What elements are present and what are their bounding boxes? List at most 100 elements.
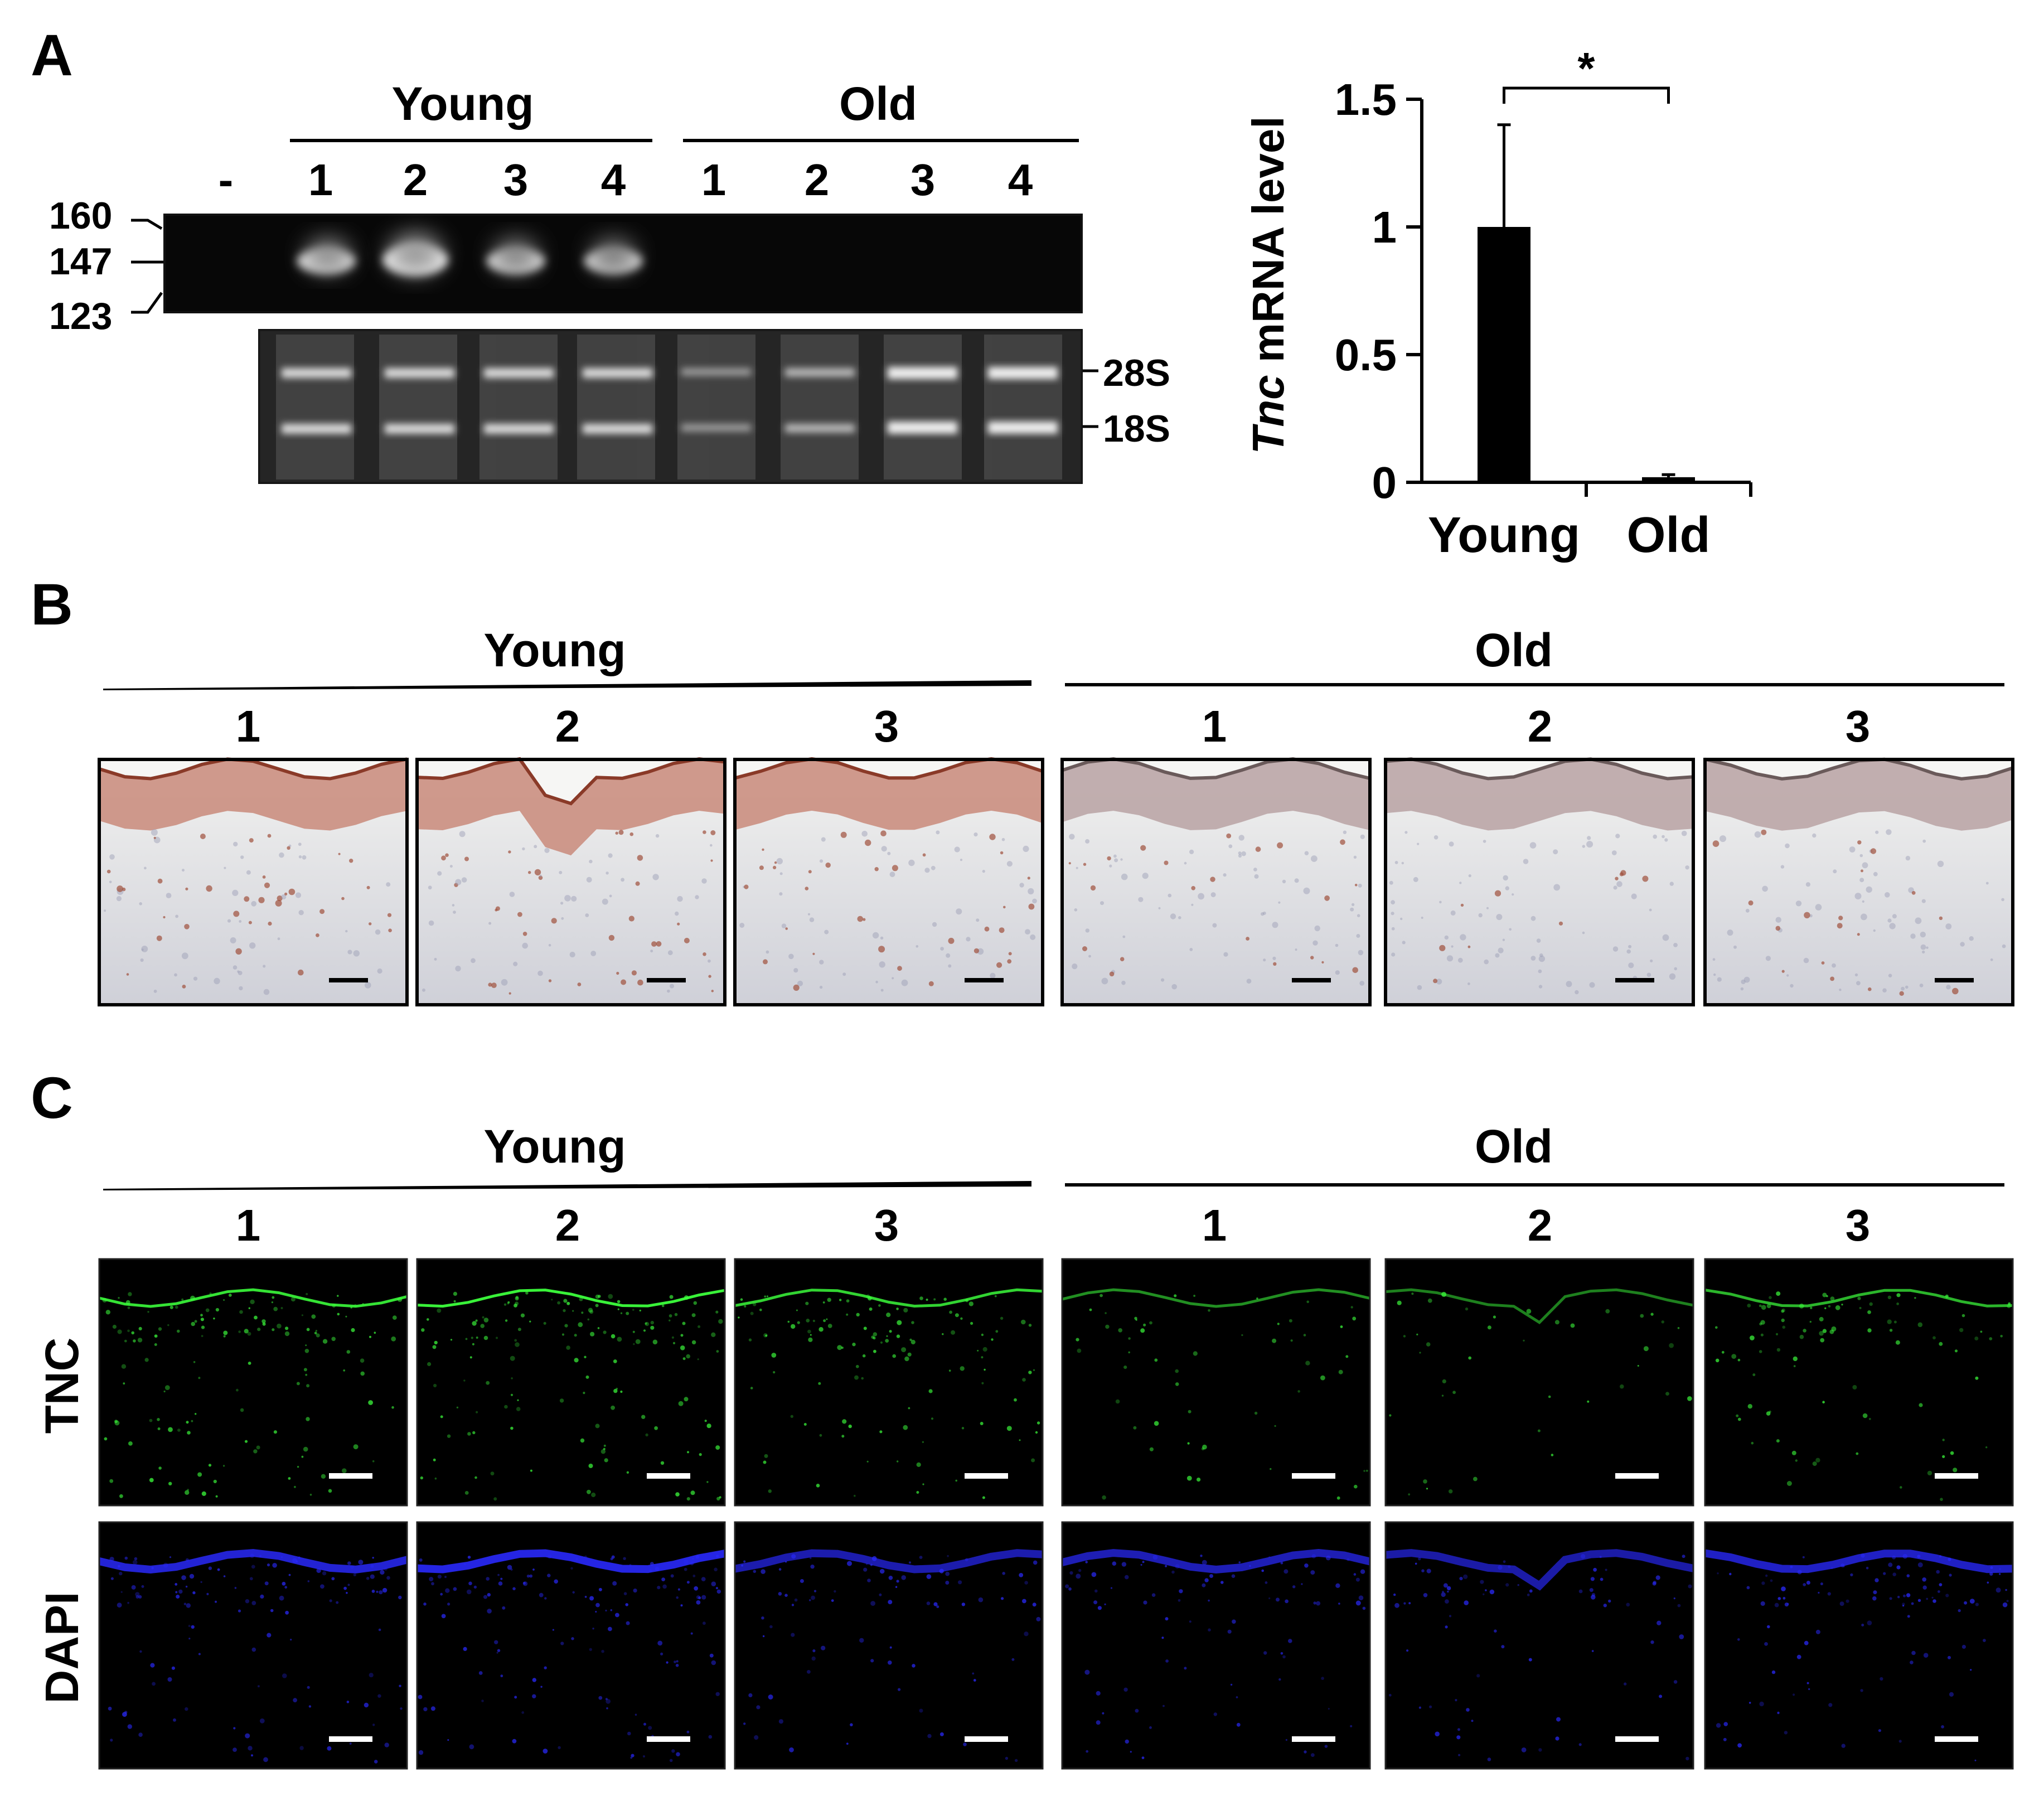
ihc-cell <box>1781 970 1785 973</box>
ihc-frame <box>1703 758 2014 1006</box>
if-signal <box>386 1576 390 1580</box>
if-frame <box>734 1521 1044 1770</box>
if-signal <box>778 1719 783 1724</box>
if-signal <box>1949 1573 1952 1577</box>
ihc-cell <box>703 952 706 956</box>
ihc-cell <box>1191 903 1194 906</box>
ihc-cell <box>1028 903 1035 910</box>
ihc-cell <box>375 929 381 935</box>
if-signal <box>598 1587 602 1591</box>
if-signal <box>1163 1705 1165 1707</box>
if-signal <box>613 1388 618 1393</box>
ihc-cell <box>1837 923 1843 929</box>
ihc-cell <box>1467 945 1471 948</box>
if-signal <box>306 1417 310 1421</box>
panel-letter-c: C <box>31 1066 73 1131</box>
if-signal <box>1995 1587 2001 1593</box>
ihc-cell <box>1450 910 1456 916</box>
ihc-cell <box>233 911 240 917</box>
if-signal <box>472 1343 475 1345</box>
if-signal <box>497 1649 501 1652</box>
if-signal <box>1441 1291 1447 1297</box>
if-signal <box>1076 1573 1081 1579</box>
if-signal <box>525 1291 529 1295</box>
ihc-cell <box>445 853 449 857</box>
ihc-cell <box>1553 884 1561 891</box>
scale-bar <box>1615 1473 1659 1479</box>
ihc-cell <box>590 951 597 956</box>
ihc-cell <box>1303 887 1310 894</box>
scale-bar <box>1935 1473 1978 1479</box>
ihc-cell <box>1681 830 1687 836</box>
if-signal <box>1445 1599 1449 1604</box>
if-signal <box>466 1589 472 1595</box>
if-signal <box>1950 1451 1954 1455</box>
ihc-cell <box>1882 988 1887 992</box>
if-signal <box>194 1320 197 1323</box>
if-signal <box>1193 1351 1198 1356</box>
if-signal <box>1326 1555 1331 1561</box>
if-signal <box>1249 1565 1251 1567</box>
ihc-cell <box>931 865 936 870</box>
ihc-cell <box>534 869 541 876</box>
if-signal <box>1600 1577 1604 1581</box>
ihc-cell <box>1109 864 1112 868</box>
if-frame <box>1061 1258 1371 1507</box>
if-signal <box>427 1318 429 1321</box>
if-signal <box>117 1329 122 1334</box>
if-signal <box>433 1458 436 1461</box>
if-signal <box>1078 1568 1082 1572</box>
ihc-cell <box>1090 885 1096 891</box>
ihc-cell <box>703 830 706 834</box>
if-signal <box>206 1592 209 1595</box>
if-signal <box>1869 1302 1873 1306</box>
ihc-cell <box>1433 835 1438 840</box>
if-signal <box>963 1742 967 1746</box>
if-signal <box>589 1596 594 1601</box>
if-signal <box>595 1602 600 1608</box>
if-signal <box>676 1596 679 1599</box>
if-signal <box>2008 1302 2011 1305</box>
ihc-cell <box>185 887 188 890</box>
if-signal <box>859 1638 864 1643</box>
if-signal <box>922 1441 924 1443</box>
ihc-cell <box>534 845 537 849</box>
ihc-cell <box>879 961 885 968</box>
if-signal <box>617 1300 621 1304</box>
if-signal <box>1435 1731 1440 1737</box>
if-signal <box>978 1597 984 1602</box>
if-signal <box>811 1595 815 1600</box>
if-signal <box>1867 1328 1872 1333</box>
if-signal <box>589 1310 594 1314</box>
if-signal <box>660 1461 665 1465</box>
if-signal <box>764 1295 766 1297</box>
if-signal <box>1590 1577 1595 1581</box>
if-signal <box>124 1339 127 1343</box>
ihc-frame <box>733 758 1044 1006</box>
if-signal <box>669 1295 674 1299</box>
ihc-cell <box>655 834 660 838</box>
ihc-cell <box>1358 950 1364 956</box>
if-signal <box>277 1323 282 1329</box>
if-signal <box>1873 1590 1877 1595</box>
if-signal <box>371 1590 375 1593</box>
if-signal <box>904 1356 909 1362</box>
ihc-cell <box>1238 854 1242 858</box>
ihc-cell <box>1740 987 1744 991</box>
if-signal <box>149 1418 153 1422</box>
scale-bar <box>965 1736 1008 1742</box>
if-signal <box>1335 1583 1340 1588</box>
if-signal <box>709 1653 714 1658</box>
if-signal <box>560 1642 564 1645</box>
if-signal <box>1310 1570 1315 1575</box>
if-signal <box>475 1319 478 1322</box>
ihc-cell <box>1238 851 1242 855</box>
if-signal <box>419 1558 423 1562</box>
if-signal <box>595 1611 597 1613</box>
if-signal <box>185 1585 188 1588</box>
if-signal <box>1447 1590 1449 1593</box>
if-signal <box>711 1660 716 1665</box>
ihc-cell <box>996 962 1002 968</box>
sample-label: 1 <box>236 1200 261 1250</box>
if-signal <box>778 1568 782 1571</box>
